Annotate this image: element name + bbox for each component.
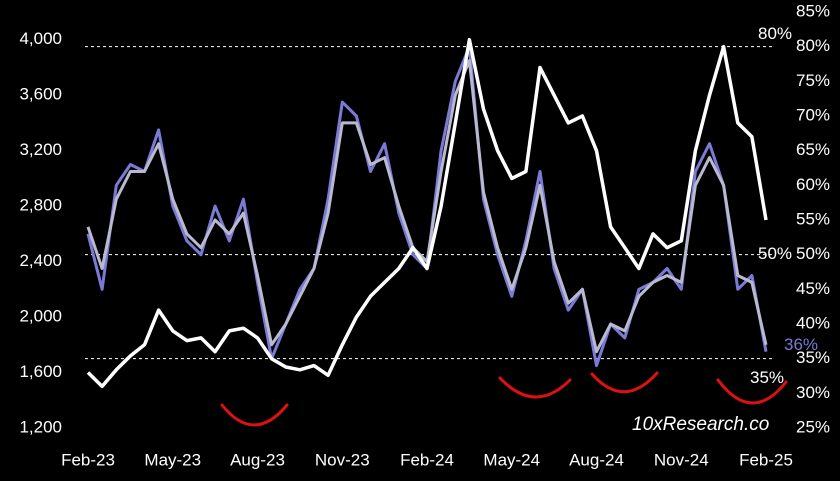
x-tick-label: Aug-24 bbox=[569, 450, 624, 469]
y2-tick-label: 55% bbox=[796, 209, 830, 228]
y2-tick-label: 70% bbox=[796, 105, 830, 124]
arc bbox=[590, 371, 659, 394]
y-tick-label: 2,000 bbox=[19, 307, 62, 326]
y2-tick-label: 40% bbox=[796, 313, 830, 332]
series-line bbox=[86, 59, 768, 354]
x-tick-label: May-23 bbox=[144, 450, 201, 469]
series-line bbox=[86, 37, 768, 389]
x-tick-label: Nov-24 bbox=[654, 450, 709, 469]
y2-tick-label: 85% bbox=[796, 1, 830, 20]
y2-tick-label: 60% bbox=[796, 175, 830, 194]
y2-tick-label: 50% bbox=[796, 244, 830, 263]
reference-label: 80% bbox=[758, 24, 792, 43]
y2-tick-label: 25% bbox=[796, 417, 830, 436]
x-tick-label: Feb-24 bbox=[400, 450, 454, 469]
reference-label: 35% bbox=[750, 368, 784, 387]
x-tick-label: Nov-23 bbox=[315, 450, 370, 469]
y-tick-label: 3,200 bbox=[19, 140, 62, 159]
x-tick-label: Feb-23 bbox=[61, 450, 115, 469]
x-tick-label: May-24 bbox=[483, 450, 540, 469]
arc bbox=[220, 403, 289, 427]
reference-label: 50% bbox=[758, 244, 792, 263]
y-tick-label: 2,400 bbox=[19, 251, 62, 270]
y2-tick-label: 65% bbox=[796, 140, 830, 159]
arc bbox=[716, 378, 788, 405]
y2-tick-label: 30% bbox=[796, 383, 830, 402]
y2-tick-label: 45% bbox=[796, 279, 830, 298]
arc bbox=[498, 376, 572, 399]
x-tick-label: Aug-23 bbox=[230, 450, 285, 469]
series-line bbox=[86, 45, 768, 368]
y-tick-label: 1,600 bbox=[19, 362, 62, 381]
y2-tick-label: 75% bbox=[796, 71, 830, 90]
y-tick-label: 3,600 bbox=[19, 85, 62, 104]
y-tick-label: 1,200 bbox=[19, 417, 62, 436]
y-tick-label: 4,000 bbox=[19, 29, 62, 48]
y2-tick-label: 35% bbox=[796, 348, 830, 367]
annotation-arcs bbox=[220, 371, 788, 427]
watermark: 10xResearch.co bbox=[632, 414, 769, 435]
plot: 1,200 1,600 2,000 2,400 2,800 3,200 3,600 4,000… bbox=[19, 1, 830, 469]
y2-tick-label: 80% bbox=[796, 36, 830, 55]
x-tick-label: Feb-25 bbox=[739, 450, 793, 469]
y-tick-label: 2,800 bbox=[19, 196, 62, 215]
end-label: 36% bbox=[784, 335, 818, 354]
